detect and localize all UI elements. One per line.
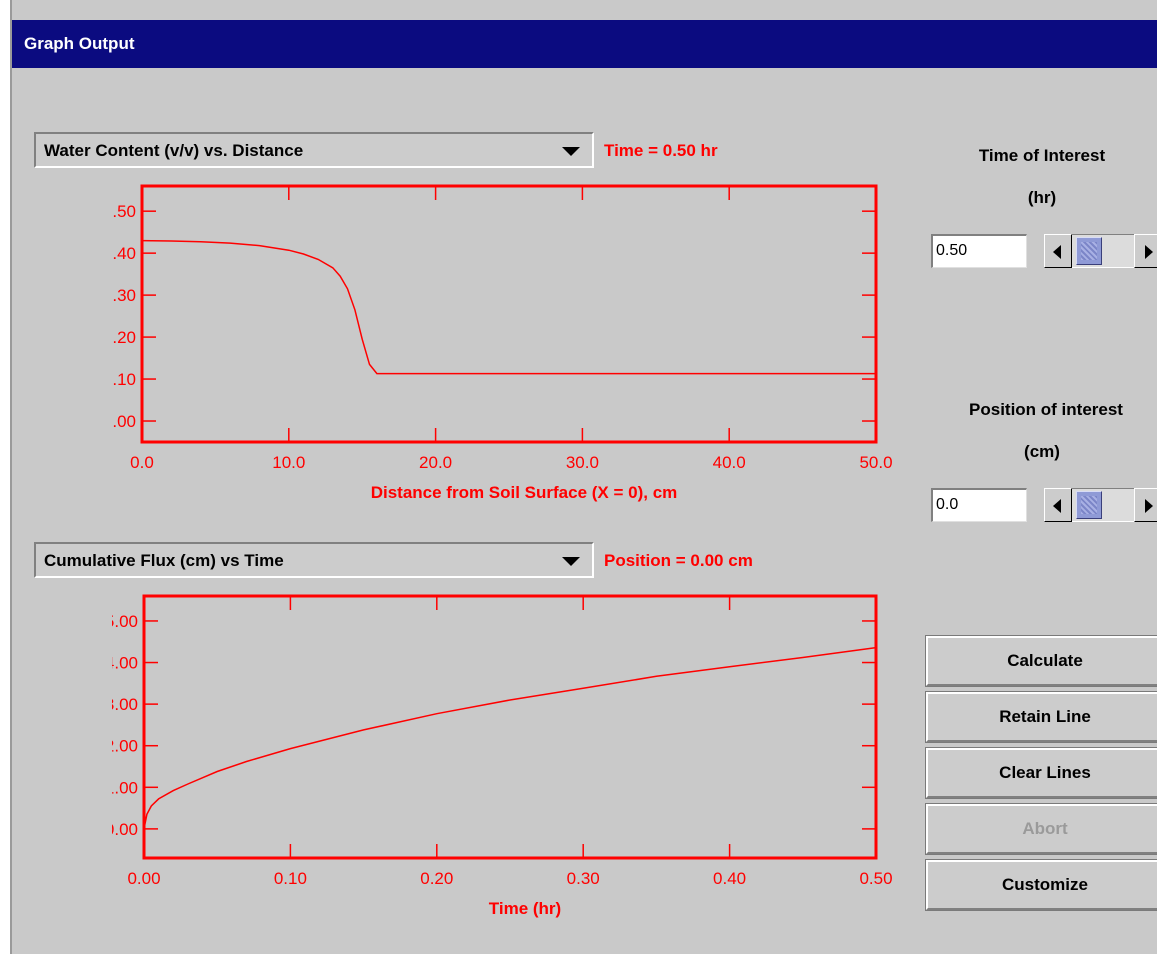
x-tick-label: 30.0	[566, 453, 599, 472]
scroll-right-button[interactable]	[1134, 234, 1157, 268]
scroll-right-button[interactable]	[1134, 488, 1157, 522]
title-bar: Graph Output	[12, 20, 1157, 68]
x-tick-label: 20.0	[419, 453, 452, 472]
y-tick-label: 5.00	[112, 612, 138, 631]
position-status-label: Position = 0.00 cm	[604, 551, 753, 570]
x-axis-label: Time (hr)	[489, 899, 561, 918]
x-tick-label: 0.10	[274, 869, 307, 888]
x-tick-label: 50.0	[859, 453, 892, 472]
top-graph-selector-value: Water Content (v/v) vs. Distance	[44, 141, 304, 160]
x-tick-label: 40.0	[713, 453, 746, 472]
x-tick-label: 0.0	[130, 453, 154, 472]
arrow-right-icon	[1145, 245, 1153, 259]
time-of-interest-scrollbar[interactable]	[1044, 234, 1157, 268]
bottom-graph-selector-value: Cumulative Flux (cm) vs Time	[44, 551, 284, 570]
clear-lines-button[interactable]: Clear Lines	[925, 747, 1157, 799]
cumulative-flux-chart: 0.00 0.10 0.20 0.30 0.40 0.50 0.00 1.00 2.00 3.00…	[112, 594, 893, 918]
x-tick-label: 0.50	[859, 869, 892, 888]
arrow-left-icon	[1053, 499, 1061, 513]
graph-output-window: Graph Output Water Content (v/v) vs. Dis…	[10, 0, 1157, 954]
scroll-track[interactable]	[1072, 234, 1134, 268]
y-tick-label: 0.30	[112, 286, 136, 305]
x-tick-label: 0.00	[127, 869, 160, 888]
time-unit-label: (hr)	[1027, 188, 1057, 207]
plot-frame	[140, 184, 878, 444]
x-tick-label: 10.0	[272, 453, 305, 472]
plot-frame	[142, 594, 878, 860]
scroll-track[interactable]	[1072, 488, 1134, 522]
customize-button[interactable]: Customize	[925, 859, 1157, 911]
x-tick-label: 0.20	[420, 869, 453, 888]
calculate-button[interactable]: Calculate	[925, 635, 1157, 687]
y-tick-label: 0.10	[112, 370, 136, 389]
time-status-label: Time = 0.50 hr	[604, 141, 718, 160]
chevron-down-icon	[562, 147, 580, 156]
arrow-right-icon	[1145, 499, 1153, 513]
y-tick-label: 4.00	[112, 654, 138, 673]
top-graph-selector[interactable]: Water Content (v/v) vs. Distance	[34, 132, 594, 168]
y-tick-label: 1.00	[112, 778, 138, 797]
time-of-interest-field[interactable]: 0.50	[931, 234, 1027, 268]
position-of-interest-field[interactable]: 0.0	[931, 488, 1027, 522]
x-tick-label: 0.30	[567, 869, 600, 888]
scroll-thumb[interactable]	[1076, 491, 1102, 519]
y-tick-label: 0.00	[112, 412, 136, 431]
arrow-left-icon	[1053, 245, 1061, 259]
series-line	[143, 646, 877, 830]
position-unit-label: (cm)	[1024, 442, 1060, 461]
abort-button: Abort	[925, 803, 1157, 855]
water-content-chart: 0.0 10.0 20.0 30.0 40.0 50.0 0.00 0.10 0.20 0.30 0…	[112, 184, 893, 502]
scroll-thumb[interactable]	[1076, 237, 1102, 265]
series-line	[141, 239, 876, 375]
time-of-interest-label: Time of Interest	[978, 146, 1106, 165]
bottom-graph-selector[interactable]: Cumulative Flux (cm) vs Time	[34, 542, 594, 578]
position-of-interest-label: Position of interest	[969, 400, 1123, 419]
window-title: Graph Output	[24, 34, 135, 53]
y-tick-label: 0.50	[112, 202, 136, 221]
y-tick-label: 0.00	[112, 820, 138, 839]
x-axis-label: Distance from Soil Surface (X = 0), cm	[371, 483, 678, 502]
y-tick-label: 0.40	[112, 244, 136, 263]
scroll-left-button[interactable]	[1044, 234, 1072, 268]
y-tick-label: 2.00	[112, 737, 138, 756]
y-tick-label: 3.00	[112, 695, 138, 714]
y-tick-label: 0.20	[112, 328, 136, 347]
retain-line-button[interactable]: Retain Line	[925, 691, 1157, 743]
scroll-left-button[interactable]	[1044, 488, 1072, 522]
chevron-down-icon	[562, 557, 580, 566]
x-tick-label: 0.40	[713, 869, 746, 888]
position-of-interest-scrollbar[interactable]	[1044, 488, 1157, 522]
